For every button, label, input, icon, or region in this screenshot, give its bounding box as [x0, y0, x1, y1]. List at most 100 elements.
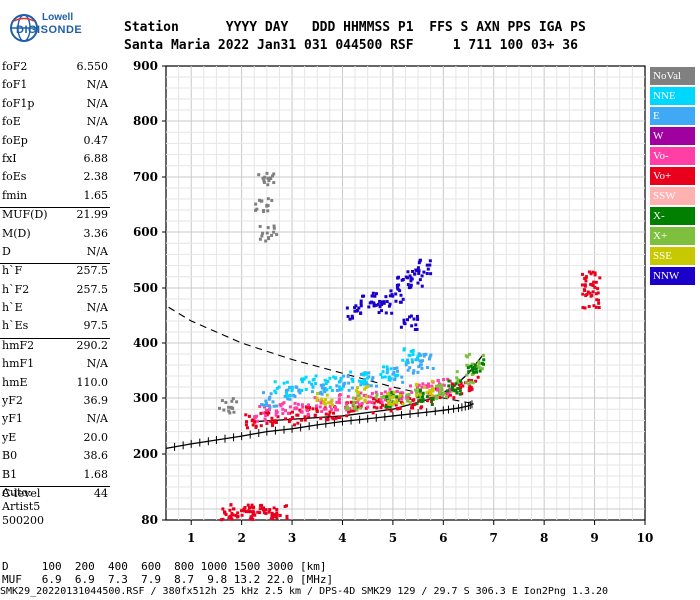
echo-point [359, 391, 363, 395]
echo-point [404, 363, 408, 367]
echo-point [581, 292, 585, 296]
echo-point [388, 405, 392, 409]
echo-point [333, 405, 337, 409]
param-label: hmF1 [2, 357, 35, 371]
auto-version: 500200 [2, 514, 44, 527]
echo-point [332, 411, 336, 415]
echo-point [367, 400, 371, 404]
echo-point [330, 389, 334, 393]
echo-point [293, 394, 297, 398]
echo-point [325, 388, 329, 392]
param-separator [0, 207, 110, 209]
echo-point [273, 515, 277, 519]
echo-point [372, 304, 376, 308]
echo-point [391, 372, 395, 376]
legend-item: Vo+ [650, 167, 695, 185]
y-tick-label: 200 [133, 447, 158, 461]
echo-point [422, 352, 426, 356]
echo-point [351, 396, 355, 400]
echo-point [410, 360, 414, 364]
param-label: M(D) [2, 226, 31, 240]
echo-point [253, 415, 257, 419]
echo-point [363, 387, 367, 391]
echo-point [267, 397, 271, 401]
echo-point [394, 292, 398, 296]
echo-point [266, 183, 270, 187]
echo-point [334, 416, 338, 420]
echo-point [594, 305, 598, 309]
echo-point [421, 382, 425, 386]
echo-point [243, 509, 247, 513]
echo-point [450, 386, 454, 390]
echo-point [347, 388, 351, 392]
echo-point [393, 367, 397, 371]
y-tick-label: 300 [133, 391, 158, 405]
echo-point [373, 294, 377, 298]
echo-point [389, 395, 393, 399]
echo-point [282, 381, 286, 385]
echo-point [388, 387, 392, 391]
echo-point [248, 506, 252, 510]
echo-point [416, 385, 420, 389]
echo-point [372, 405, 376, 409]
echo-point [413, 272, 417, 276]
param-label: fmin [2, 188, 28, 202]
echo-point [372, 302, 376, 306]
echo-point [383, 375, 387, 379]
echo-point [366, 405, 370, 409]
echo-point [470, 362, 474, 366]
echo-point [409, 349, 413, 353]
echo-point [593, 271, 597, 275]
echo-point [352, 400, 356, 404]
echo-point [430, 384, 434, 388]
echo-point [300, 380, 304, 384]
param-row: foF1 N/A [0, 78, 112, 96]
echo-point [351, 409, 355, 413]
echo-point [406, 270, 410, 274]
logo-text-line1: Lowell [42, 12, 74, 23]
echo-point [315, 398, 319, 402]
echo-point [272, 230, 276, 234]
echo-point [316, 392, 320, 396]
echo-point [396, 369, 400, 373]
echo-point [286, 397, 290, 401]
echo-point [401, 402, 405, 406]
echo-point [323, 390, 327, 394]
echo-point [230, 517, 234, 521]
echo-point [224, 400, 228, 404]
echo-point [470, 372, 474, 376]
echo-point [420, 385, 424, 389]
echo-point [472, 370, 476, 374]
echo-point [447, 379, 451, 383]
echo-point [298, 391, 302, 395]
param-row: yF1 N/A [0, 412, 112, 430]
echo-point [355, 309, 359, 313]
echo-point [353, 306, 357, 310]
echo-point [407, 286, 411, 290]
echo-point [411, 406, 415, 410]
echo-point [256, 510, 260, 514]
echo-point [244, 423, 248, 427]
echo-point [380, 400, 384, 404]
echo-point [319, 390, 323, 394]
echo-point [456, 386, 460, 390]
echo-point [398, 289, 402, 293]
echo-point [410, 277, 414, 281]
echo-point [359, 396, 363, 400]
echo-point [430, 379, 434, 383]
echo-point [409, 283, 413, 287]
param-label: foF1 [2, 78, 28, 92]
param-label: h`E [2, 301, 23, 315]
echo-point [383, 398, 387, 402]
echo-point [221, 507, 225, 511]
echo-point [248, 510, 252, 514]
echo-point [370, 401, 374, 405]
echo-point [252, 419, 256, 423]
echo-point [231, 397, 235, 401]
echo-point [457, 383, 461, 387]
echo-point [351, 379, 355, 383]
echo-point [591, 290, 595, 294]
echo-point [262, 179, 266, 183]
echo-point [341, 384, 345, 388]
echo-point [248, 517, 252, 521]
